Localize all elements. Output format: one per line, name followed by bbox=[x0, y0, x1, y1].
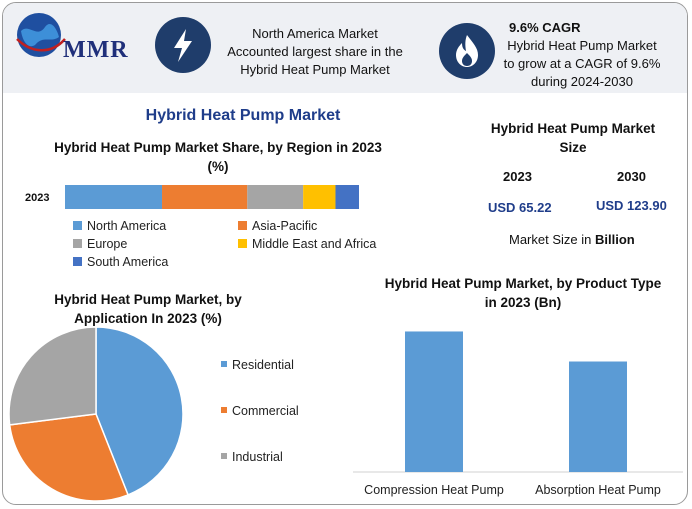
x-tick-label: Compression Heat Pump bbox=[364, 483, 504, 497]
pie-slice-commercial bbox=[8, 413, 130, 502]
size-year-2023: 2023 bbox=[503, 169, 532, 184]
pie-legend-residential: Residential bbox=[221, 358, 294, 372]
legend-swatch bbox=[238, 239, 247, 248]
size-value-2030: USD 123.90 bbox=[596, 198, 667, 213]
category-label: 2023 bbox=[25, 192, 49, 204]
legend-north-america: North America bbox=[73, 219, 166, 233]
bar-segment-middle-east-and-africa bbox=[303, 185, 336, 209]
header-band bbox=[3, 3, 687, 93]
main-title: Hybrid Heat Pump Market bbox=[145, 107, 341, 124]
legend-label: South America bbox=[87, 255, 169, 269]
size-unit-note: Market Size in Billion bbox=[509, 232, 635, 247]
bar-segment-asia-pacific bbox=[162, 185, 248, 209]
size-value-2023: USD 65.22 bbox=[488, 200, 552, 215]
application-pie-chart bbox=[8, 327, 184, 502]
market-size-title: Hybrid Heat Pump Market Size bbox=[473, 119, 673, 157]
cagr-line: Hybrid Heat Pump Market bbox=[507, 38, 657, 53]
legend-europe: Europe bbox=[73, 237, 127, 251]
infographic-frame: MMR North America Market Accounted large… bbox=[2, 2, 688, 505]
cagr-line: to grow at a CAGR of 9.6% bbox=[503, 56, 661, 71]
legend-label: Residential bbox=[232, 358, 294, 372]
application-chart-title: Hybrid Heat Pump Market, by Application … bbox=[54, 292, 242, 326]
pie-legend-industrial: Industrial bbox=[221, 450, 283, 464]
logo-text: MMR bbox=[63, 37, 129, 63]
legend-swatch bbox=[238, 221, 247, 230]
cagr-title: 9.6% CAGR bbox=[509, 20, 581, 35]
bar-compression-heat-pump bbox=[405, 331, 463, 472]
bar-segment-europe bbox=[247, 185, 304, 209]
lightning-bolt-icon bbox=[155, 17, 211, 73]
region-note: North America Market Accounted largest s… bbox=[215, 25, 415, 79]
legend-swatch bbox=[73, 221, 82, 230]
flame-icon bbox=[439, 23, 495, 79]
region-note-line: Hybrid Heat Pump Market bbox=[240, 62, 390, 77]
legend-asia-pacific: Asia-Pacific bbox=[238, 219, 317, 233]
pie-legend-commercial: Commercial bbox=[221, 404, 299, 418]
mmr-logo: MMR bbox=[11, 9, 141, 69]
region-note-line: Accounted largest share in the bbox=[227, 44, 403, 59]
market-size-title-line: Size bbox=[559, 140, 587, 155]
legend-swatch bbox=[221, 407, 227, 413]
cagr-note: 9.6% CAGR Hybrid Heat Pump Market to gro… bbox=[487, 19, 677, 91]
region-share-chart: 2023 bbox=[25, 185, 359, 209]
legend-middle-east-africa: Middle East and Africa bbox=[238, 237, 376, 251]
bar-segment-north-america bbox=[65, 185, 163, 209]
legend-label: Middle East and Africa bbox=[252, 237, 377, 251]
cagr-line: during 2024-2030 bbox=[531, 74, 633, 89]
legend-swatch bbox=[221, 361, 227, 367]
size-year-2030: 2030 bbox=[617, 169, 646, 184]
region-note-line: North America Market bbox=[252, 26, 378, 41]
pie-slice-industrial bbox=[8, 327, 97, 426]
legend-label: North America bbox=[87, 219, 167, 233]
product-type-chart: Compression Heat Pump Absorption Heat Pum… bbox=[353, 331, 683, 497]
size-note-unit: Billion bbox=[594, 232, 635, 247]
x-tick-label: Absorption Heat Pump bbox=[535, 483, 661, 497]
product-chart-title: Hybrid Heat Pump Market, by Product Type… bbox=[384, 276, 662, 310]
market-size-title-line: Hybrid Heat Pump Market bbox=[490, 121, 656, 136]
region-chart-title: Hybrid Heat Pump Market Share, by Region… bbox=[54, 140, 382, 174]
legend-label: Europe bbox=[87, 237, 128, 251]
legend-swatch bbox=[73, 257, 82, 266]
legend-label: Asia-Pacific bbox=[252, 219, 318, 233]
bar-segment-south-america bbox=[335, 185, 359, 209]
bar-absorption-heat-pump bbox=[569, 361, 627, 472]
pie-slice-residential bbox=[95, 327, 184, 496]
legend-swatch bbox=[221, 453, 227, 459]
legend-label: Industrial bbox=[232, 450, 283, 464]
size-note-prefix: Market Size in bbox=[509, 232, 595, 247]
legend-label: Commercial bbox=[232, 404, 299, 418]
legend-south-america: South America bbox=[73, 255, 168, 269]
legend-swatch bbox=[73, 239, 82, 248]
globe-logo-icon bbox=[16, 13, 66, 57]
